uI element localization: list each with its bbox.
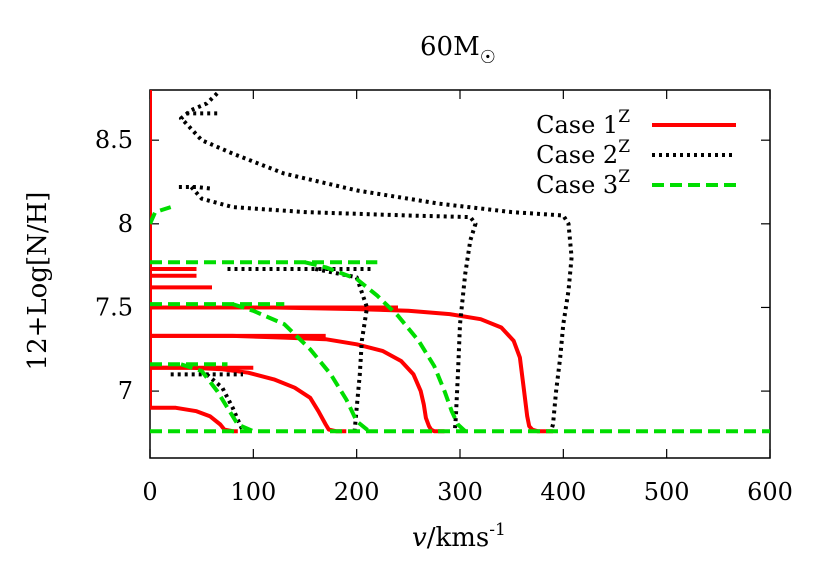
series-line-segment <box>189 185 478 432</box>
series-line-segment <box>150 333 445 434</box>
series-line-segment <box>178 185 213 191</box>
y-tick-labels: 7 7.5 8 8.5 <box>95 126 133 405</box>
chart-title: 60M☉ <box>420 32 496 68</box>
series-layer <box>150 90 770 434</box>
series-line-segment <box>180 362 255 434</box>
x-tick-label: 0 <box>142 478 157 506</box>
series-line-segment <box>232 302 373 434</box>
x-tick-label: 200 <box>334 478 380 506</box>
series-line-segment <box>150 365 347 434</box>
series-line-segment <box>304 260 467 433</box>
legend-label: Case 3Z <box>536 167 630 199</box>
chart-title-sun-symbol: ☉ <box>480 47 496 68</box>
x-tick-label: 400 <box>540 478 586 506</box>
series-2 <box>170 91 574 433</box>
axis-ticks <box>149 90 771 458</box>
series-line-segment <box>150 305 553 434</box>
y-tick-label: 7 <box>118 377 133 405</box>
plot-frame <box>149 89 771 459</box>
series-line-segment <box>314 267 369 432</box>
x-tick-label: 600 <box>747 478 793 506</box>
x-tick-label: 100 <box>230 478 276 506</box>
chart-title-main: 60M <box>420 32 480 62</box>
series-line-segment <box>150 405 238 434</box>
series-line-segment <box>150 205 172 225</box>
y-axis-title: 12+Log[N/H] <box>23 192 53 371</box>
x-axis-title-rest: /kms <box>427 523 490 553</box>
series-3 <box>150 205 770 434</box>
y-tick-label: 8 <box>118 210 133 238</box>
x-axis-title-italic: v <box>412 523 427 553</box>
x-tick-label: 300 <box>437 478 483 506</box>
x-tick-labels: 0 100 200 300 400 500 600 <box>142 478 793 506</box>
x-axis-title-superscript: -1 <box>489 520 506 540</box>
y-tick-label: 8.5 <box>95 126 133 154</box>
legend-label: Case 2Z <box>536 137 630 169</box>
x-axis-title: v/kms-1 <box>412 520 506 553</box>
legend-label: Case 1Z <box>536 107 630 139</box>
y-tick-label: 7.5 <box>95 293 133 321</box>
x-tick-label: 500 <box>644 478 690 506</box>
series-line-segment <box>179 91 574 432</box>
